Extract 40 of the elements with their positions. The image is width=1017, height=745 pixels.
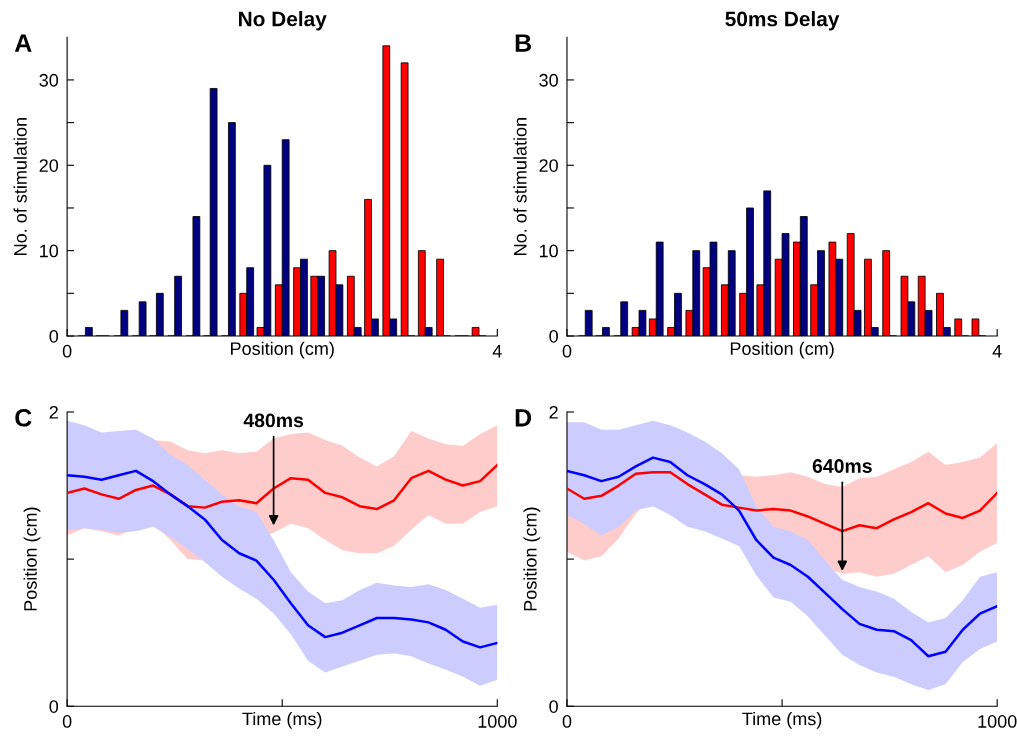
text: D — [515, 409, 532, 427]
y-tick-label: 20 — [539, 159, 558, 172]
line-series — [67, 463, 498, 511]
y-tick-label: 2 — [549, 405, 558, 419]
x-tick-label: 4 — [992, 344, 1002, 358]
y-axis-title: No. of stimulation — [513, 118, 527, 255]
text: A — [14, 34, 32, 52]
x-tick-label: 4 — [492, 344, 502, 358]
text: C — [15, 408, 32, 427]
x-tick-label: 0 — [62, 344, 72, 358]
x-tick-label: 0 — [562, 715, 572, 728]
y-tick-label: 0 — [49, 700, 59, 713]
y-axis-title: No. of stimulation — [13, 118, 27, 255]
chart-title: No Delay — [239, 11, 327, 31]
y-tick-label: 30 — [539, 73, 558, 87]
annotation: 640ms — [812, 459, 872, 473]
annotation: 480ms — [243, 413, 304, 428]
y-axis-title: Position (cm) — [523, 507, 541, 611]
y-tick-label: 0 — [549, 329, 558, 343]
y-tick-label: 0 — [49, 329, 59, 343]
x-axis-title: Time (ms) — [242, 711, 322, 729]
chart-title: 50ms Delay — [725, 11, 840, 31]
x-tick-label: 1000 — [978, 715, 1017, 728]
x-axis-title: Position (cm) — [730, 341, 834, 359]
line-series — [67, 469, 498, 649]
line-series — [566, 471, 998, 533]
y-tick-label: 30 — [39, 73, 59, 87]
y-tick-label: 10 — [539, 244, 558, 258]
y-tick-label: 2 — [49, 405, 58, 419]
x-axis-title: Position (cm) — [231, 341, 334, 359]
x-axis-title: Time (ms) — [742, 711, 822, 729]
line-series — [566, 456, 998, 658]
x-tick-label: 1000 — [478, 715, 517, 728]
x-tick-label: 0 — [562, 344, 572, 358]
y-tick-label: 20 — [39, 159, 59, 172]
x-tick-label: 0 — [62, 715, 72, 728]
y-tick-label: 0 — [549, 700, 558, 713]
y-tick-label: 10 — [40, 244, 59, 258]
text: B — [515, 34, 532, 52]
y-axis-title: Position (cm) — [23, 507, 41, 611]
